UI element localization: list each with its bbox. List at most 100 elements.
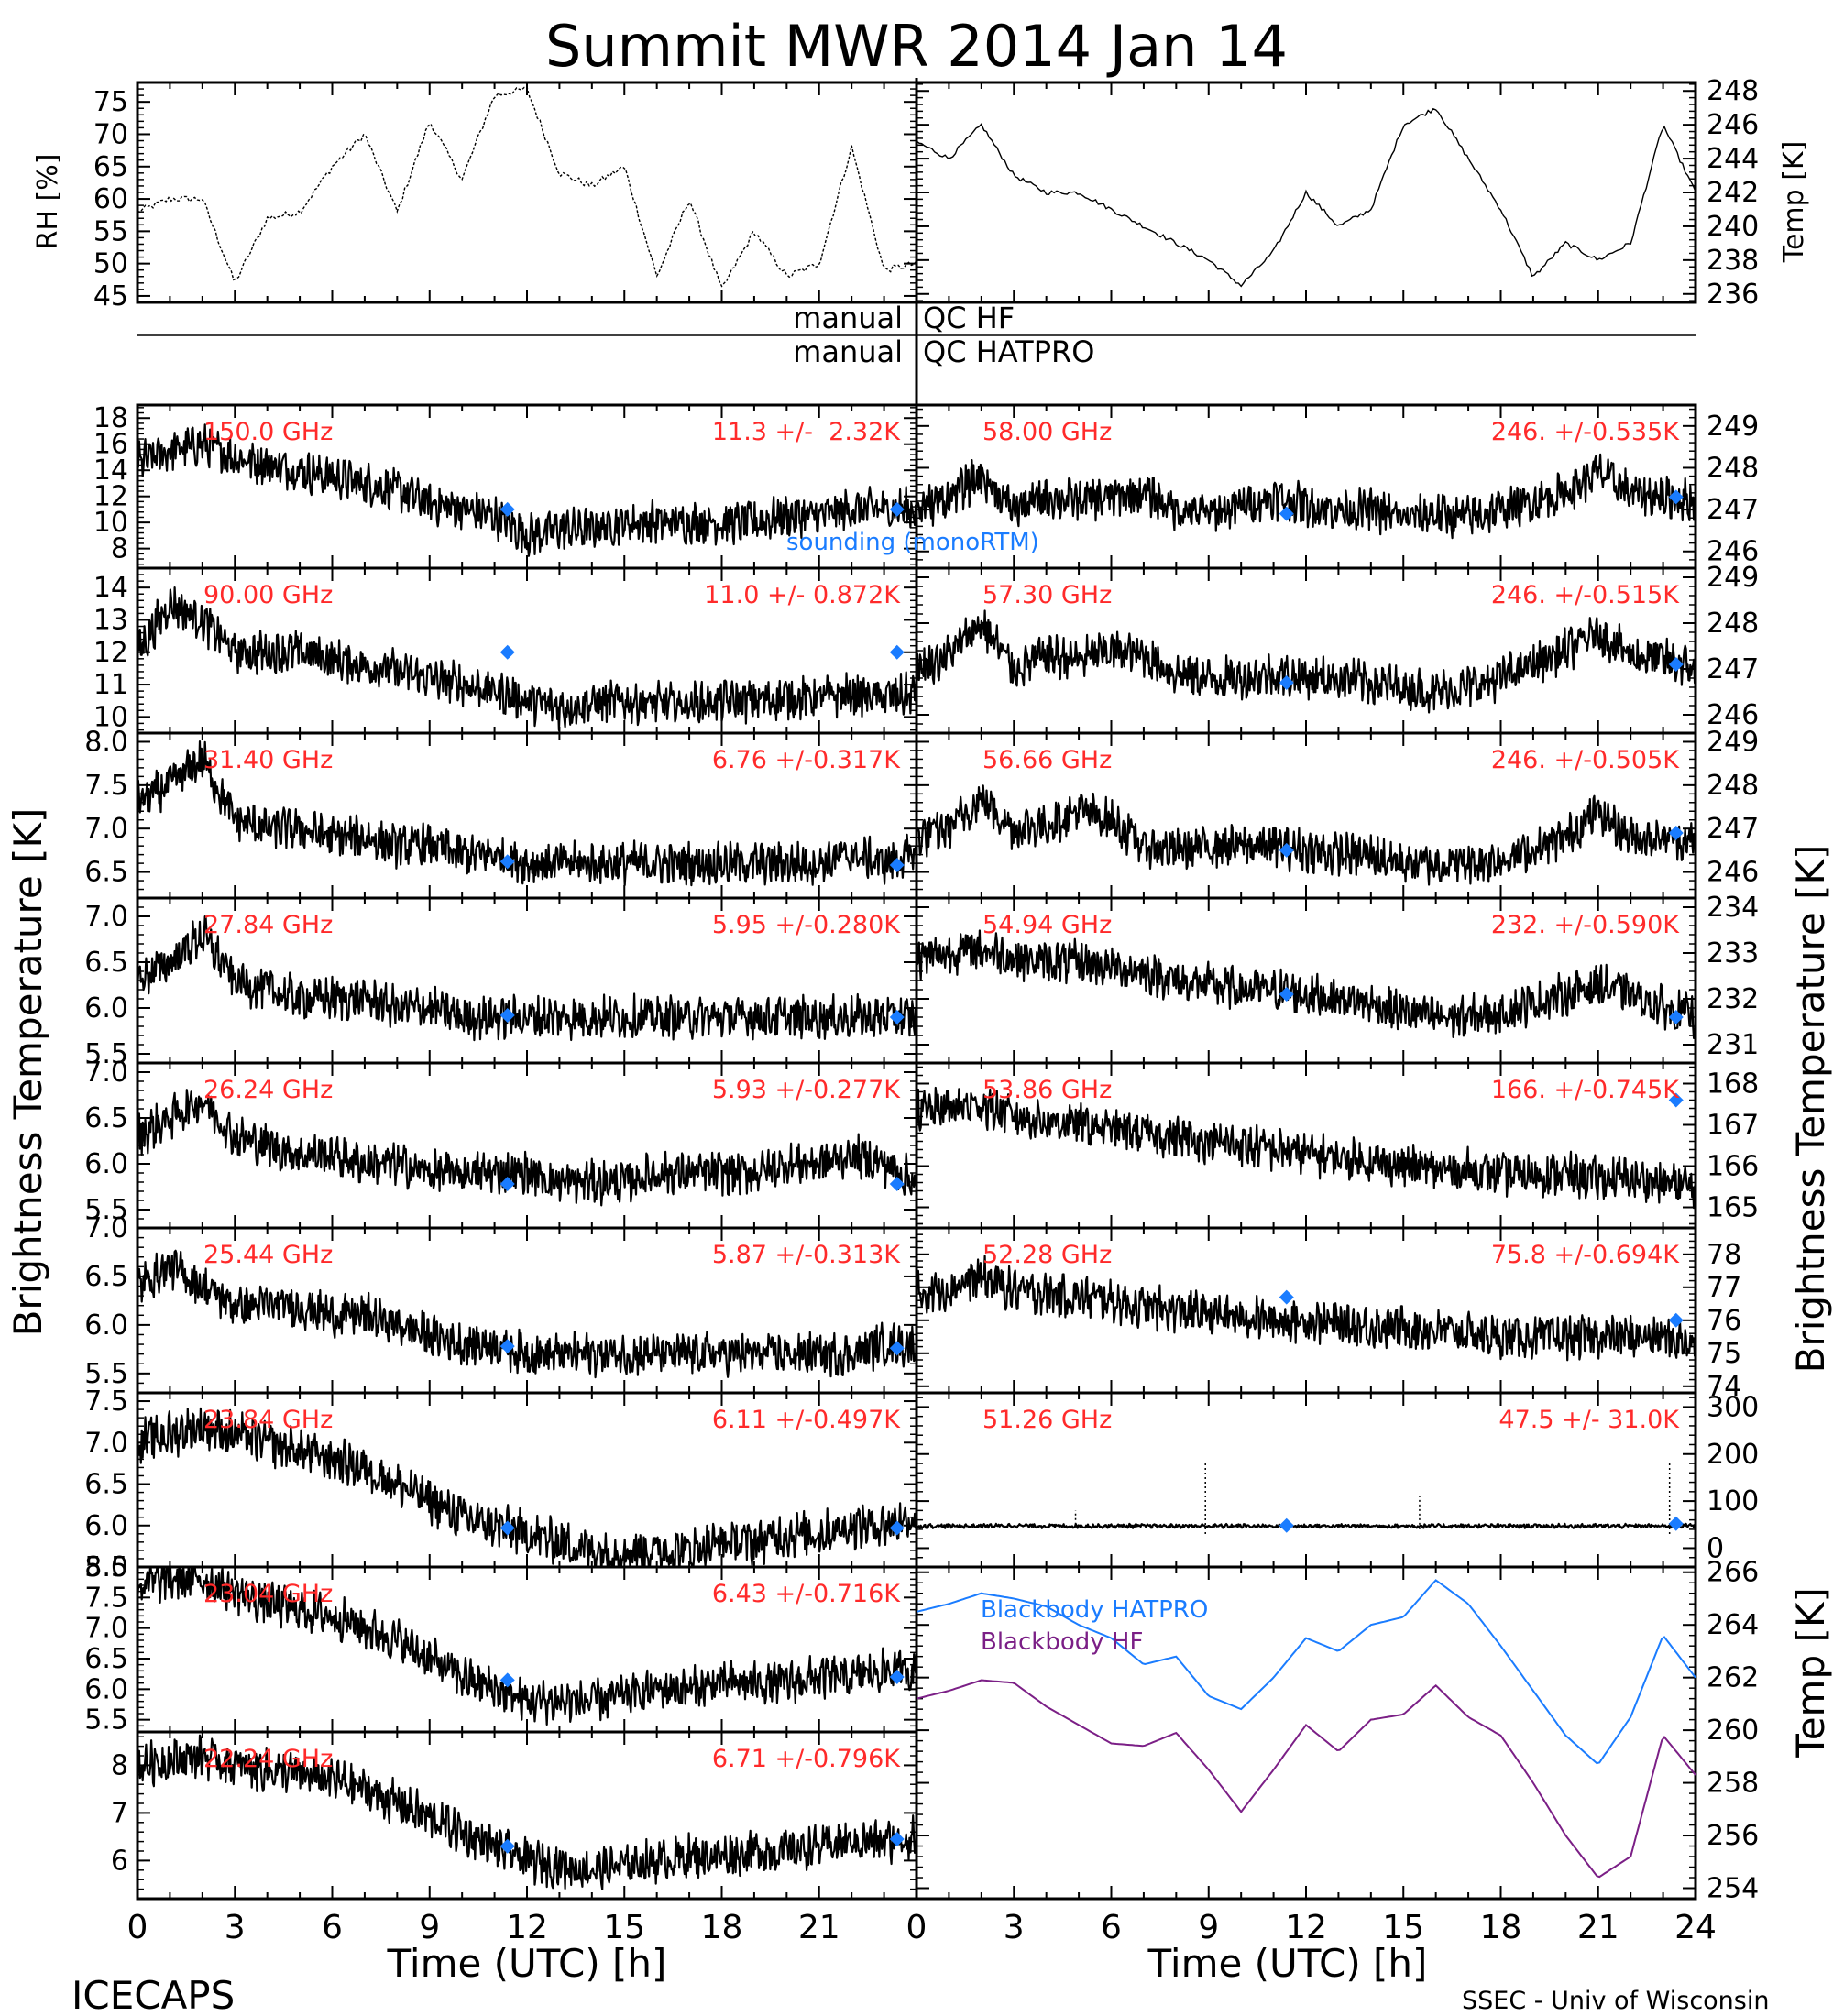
data-trace (916, 1086, 1696, 1210)
sounding-legend: sounding (monoRTM) (786, 529, 1039, 556)
sounding-marker (889, 1832, 905, 1846)
data-trace (916, 929, 1696, 1040)
data-trace (137, 915, 916, 1042)
channel-label: 56.66 GHz (982, 746, 1112, 774)
channel-label: 51.26 GHz (982, 1406, 1112, 1434)
sounding-marker (889, 1520, 905, 1536)
y-tick-label: 167 (1707, 1110, 1759, 1142)
data-trace (137, 1249, 916, 1379)
y-tick-label: 5.5 (84, 1704, 128, 1737)
channel-label: 31.40 GHz (203, 746, 333, 774)
y-tick-label: 166 (1707, 1151, 1759, 1183)
plot-area (916, 929, 1696, 1040)
channel-stat: 6.71 +/-0.796K (712, 1745, 901, 1773)
plot-area (137, 740, 916, 887)
y-tick-label: 233 (1707, 937, 1759, 970)
channel-stat: 246. +/-0.505K (1491, 746, 1680, 774)
panel-ch-56-66: 246 247 248 249 56.66 GHz 246. +/-0.505K (915, 726, 1759, 900)
channel-stat: 5.93 +/-0.277K (712, 1076, 901, 1104)
plot-area (137, 586, 916, 732)
data-trace (916, 784, 1696, 886)
y-tick-label: 18 (93, 402, 128, 434)
channel-stat: 232. +/-0.590K (1491, 911, 1680, 939)
sounding-marker (499, 1520, 515, 1536)
y-tick-label: 8 (111, 1749, 128, 1781)
plot-area (916, 1255, 1696, 1362)
y-tick-label: 6.5 (84, 857, 128, 889)
qc-manual-hf-label: manual (793, 301, 903, 335)
y-tick-label: 238 (1707, 245, 1759, 277)
x-tick-label: 12 (1285, 1909, 1327, 1946)
y-tick-label: 246 (1707, 857, 1759, 889)
channel-label: 58.00 GHz (982, 418, 1112, 446)
channel-stat: 47.5 +/- 31.0K (1498, 1406, 1680, 1434)
data-trace (916, 1255, 1696, 1362)
sounding-marker (1279, 987, 1294, 1002)
x-tick-label: 15 (603, 1909, 645, 1946)
y-tick-label: 232 (1707, 983, 1759, 1015)
plot-area (916, 1579, 1696, 1879)
y-tick-label: 7.5 (84, 1582, 128, 1614)
plot-area (137, 1089, 916, 1207)
y-tick-label: 248 (1707, 75, 1759, 107)
y-tick-label: 7.0 (84, 813, 128, 845)
series-line-1 (916, 1679, 1696, 1879)
y-tick-label: 246 (1707, 536, 1759, 568)
sounding-marker (499, 854, 515, 870)
sounding-marker (499, 501, 515, 517)
x-tick-label: 3 (1004, 1909, 1025, 1946)
x-tick-label: 18 (701, 1909, 743, 1946)
y-tick-label: 12 (93, 637, 128, 669)
sounding-marker (499, 1672, 515, 1688)
y-tick-label: 70 (93, 118, 128, 150)
y-tick-label: 254 (1707, 1873, 1759, 1905)
x-tick-label: 12 (506, 1909, 548, 1946)
y-tick-label: 6.0 (84, 992, 128, 1024)
bb-hatpro-legend: Blackbody HATPRO (981, 1596, 1208, 1624)
y-tick-label: 247 (1707, 653, 1759, 685)
y-tick-label: 12 (93, 481, 128, 513)
x-tick-label: 15 (1382, 1909, 1424, 1946)
sounding-marker (889, 1670, 905, 1684)
y-tick-label: 60 (93, 183, 128, 215)
sounding-marker (1668, 657, 1684, 672)
qc-hatpro-label: QC HATPRO (923, 334, 1094, 369)
y-tick-label: 231 (1707, 1029, 1759, 1061)
y-tick-label: 165 (1707, 1192, 1759, 1224)
y-tick-label: 248 (1707, 452, 1759, 484)
sounding-marker (1279, 1517, 1294, 1533)
channel-label: 53.86 GHz (982, 1076, 1112, 1104)
y-tick-label: 7.5 (84, 1386, 128, 1418)
channel-label: 54.94 GHz (982, 911, 1112, 939)
temp-axis-label: Temp [K] (1778, 141, 1810, 264)
sounding-marker (889, 644, 905, 660)
sounding-marker (889, 501, 905, 517)
y-tick-label: 8.0 (84, 1551, 128, 1583)
y-tick-label: 6.0 (84, 1309, 128, 1342)
sounding-marker (499, 1008, 515, 1023)
channel-stat: 75.8 +/-0.694K (1491, 1241, 1680, 1269)
y-tick-label: 14 (93, 455, 128, 487)
sounding-marker (889, 1010, 905, 1024)
channel-stat: 11.3 +/- 2.32K (712, 418, 901, 446)
data-trace (137, 586, 916, 732)
plot-area (916, 1463, 1696, 1535)
sounding-marker (1279, 506, 1294, 521)
qc-hf-label: QC HF (923, 301, 1015, 335)
sounding-marker (1279, 675, 1294, 690)
x-tick-labels: 0 0 3 3 6 6 9 9 12 12 15 15 18 18 21 21 24 (127, 1909, 1717, 1946)
y-tick-label: 7 (111, 1797, 128, 1829)
plot-area (137, 1249, 916, 1379)
y-tick-label: 7.0 (84, 1212, 128, 1244)
y-tick-label: 74 (1707, 1371, 1741, 1403)
y-tick-label: 200 (1707, 1439, 1759, 1471)
x-tick-label: 9 (1198, 1909, 1219, 1946)
y-tick-label: 168 (1707, 1068, 1759, 1101)
y-tick-label: 8 (111, 533, 128, 565)
panel-ch-54-94: 231 232 233 234 54.94 GHz 232. +/-0.590K (915, 892, 1759, 1065)
y-tick-label: 249 (1707, 411, 1759, 443)
channel-label: 22.24 GHz (203, 1745, 333, 1773)
sounding-marker (499, 644, 515, 660)
